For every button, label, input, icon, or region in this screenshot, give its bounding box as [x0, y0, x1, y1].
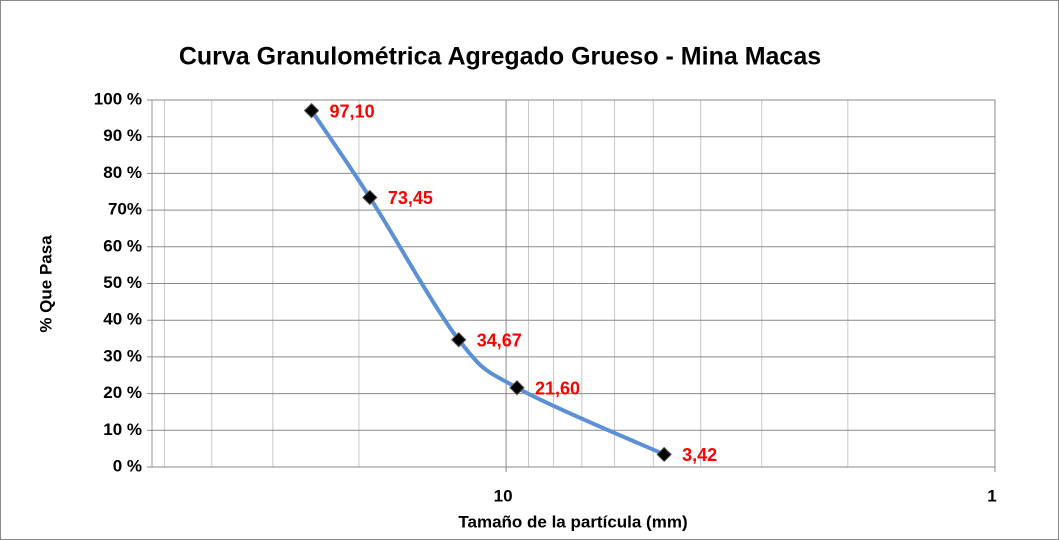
y-tick-label: 10 %: [103, 420, 142, 439]
y-tick-label: 0 %: [113, 456, 142, 475]
y-tick-label: 80 %: [103, 163, 142, 182]
data-point: [362, 189, 378, 206]
y-tick-label: 60 %: [103, 236, 142, 255]
data-point: [509, 380, 525, 396]
y-tick-label: 20 %: [103, 383, 142, 402]
y-tick-label: 40 %: [103, 310, 142, 329]
data-label: 21,60: [535, 378, 580, 398]
data-point: [656, 446, 672, 463]
data-label: 97,10: [330, 101, 375, 121]
x-tick-label: 10: [494, 486, 513, 505]
data-label: 34,67: [477, 331, 522, 351]
data-label: 73,45: [388, 188, 433, 208]
y-tick-label: 100 %: [94, 89, 142, 108]
data-point: [303, 102, 320, 119]
data-point: [451, 332, 467, 348]
y-tick-label: 50 %: [103, 273, 142, 292]
y-tick-label: 30 %: [103, 346, 142, 365]
y-axis-label: % Que Pasa: [36, 235, 55, 333]
x-axis-label: Tamaño de la partícula (mm): [458, 512, 687, 531]
x-tick-label: 1: [987, 486, 996, 505]
y-tick-label: 90 %: [103, 126, 142, 145]
y-tick-label: 70%: [108, 200, 142, 219]
data-label: 3,42: [682, 445, 717, 465]
chart-title: Curva Granulométrica Agregado Grueso - M…: [179, 43, 821, 71]
